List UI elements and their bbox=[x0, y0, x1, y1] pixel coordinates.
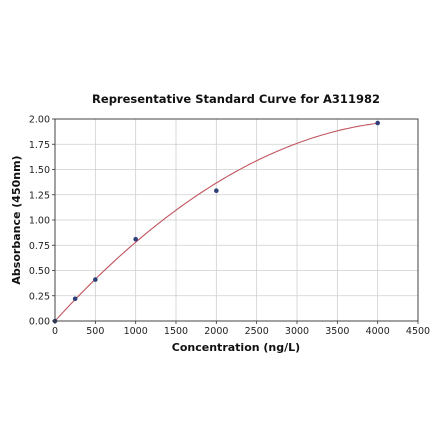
fit-curve-layer bbox=[54, 122, 378, 322]
data-point bbox=[93, 277, 98, 282]
y-tick-label: 1.25 bbox=[29, 190, 50, 201]
y-axis-label: Absorbance (450nm) bbox=[10, 155, 23, 284]
x-tick-label: 500 bbox=[86, 326, 104, 337]
data-point bbox=[375, 120, 380, 126]
x-tick-label: 0 bbox=[52, 326, 58, 337]
y-tick-label: 0.75 bbox=[29, 241, 50, 252]
fit-curve-line bbox=[54, 122, 378, 322]
grid-layer bbox=[54, 118, 419, 322]
data-point bbox=[133, 236, 138, 242]
data-point bbox=[72, 296, 78, 302]
y-tick-label: 1.00 bbox=[29, 216, 50, 227]
x-tick-label: 2500 bbox=[245, 326, 269, 337]
y-axis-ticks: 0.00 0.25 0.50 0.75 1.00 1.25 1.50 1.75 2.00 bbox=[29, 115, 55, 328]
y-tick-label: 0.00 bbox=[29, 317, 50, 328]
chart-title: Representative Standard Curve for A31198… bbox=[92, 92, 380, 106]
y-tick-label: 0.25 bbox=[29, 291, 50, 302]
x-tick-label: 1500 bbox=[164, 326, 188, 337]
x-tick-label: 1000 bbox=[124, 326, 148, 337]
x-tick-label: 3000 bbox=[285, 326, 309, 337]
y-tick-label: 1.75 bbox=[29, 140, 50, 151]
x-axis-label: Concentration (ng/L) bbox=[172, 341, 300, 354]
y-tick-label: 0.50 bbox=[29, 266, 50, 277]
x-tick-label: 4000 bbox=[366, 326, 390, 337]
x-tick-label: 3500 bbox=[325, 326, 349, 337]
data-point bbox=[214, 188, 219, 194]
x-axis-ticks: 0 500 1000 1500 2000 2500 3000 3500 4000 4500 bbox=[52, 321, 430, 337]
y-tick-label: 2.00 bbox=[29, 115, 50, 126]
x-tick-label: 2000 bbox=[204, 326, 228, 337]
y-tick-label: 1.50 bbox=[29, 165, 50, 176]
x-tick-label: 4500 bbox=[406, 326, 430, 337]
